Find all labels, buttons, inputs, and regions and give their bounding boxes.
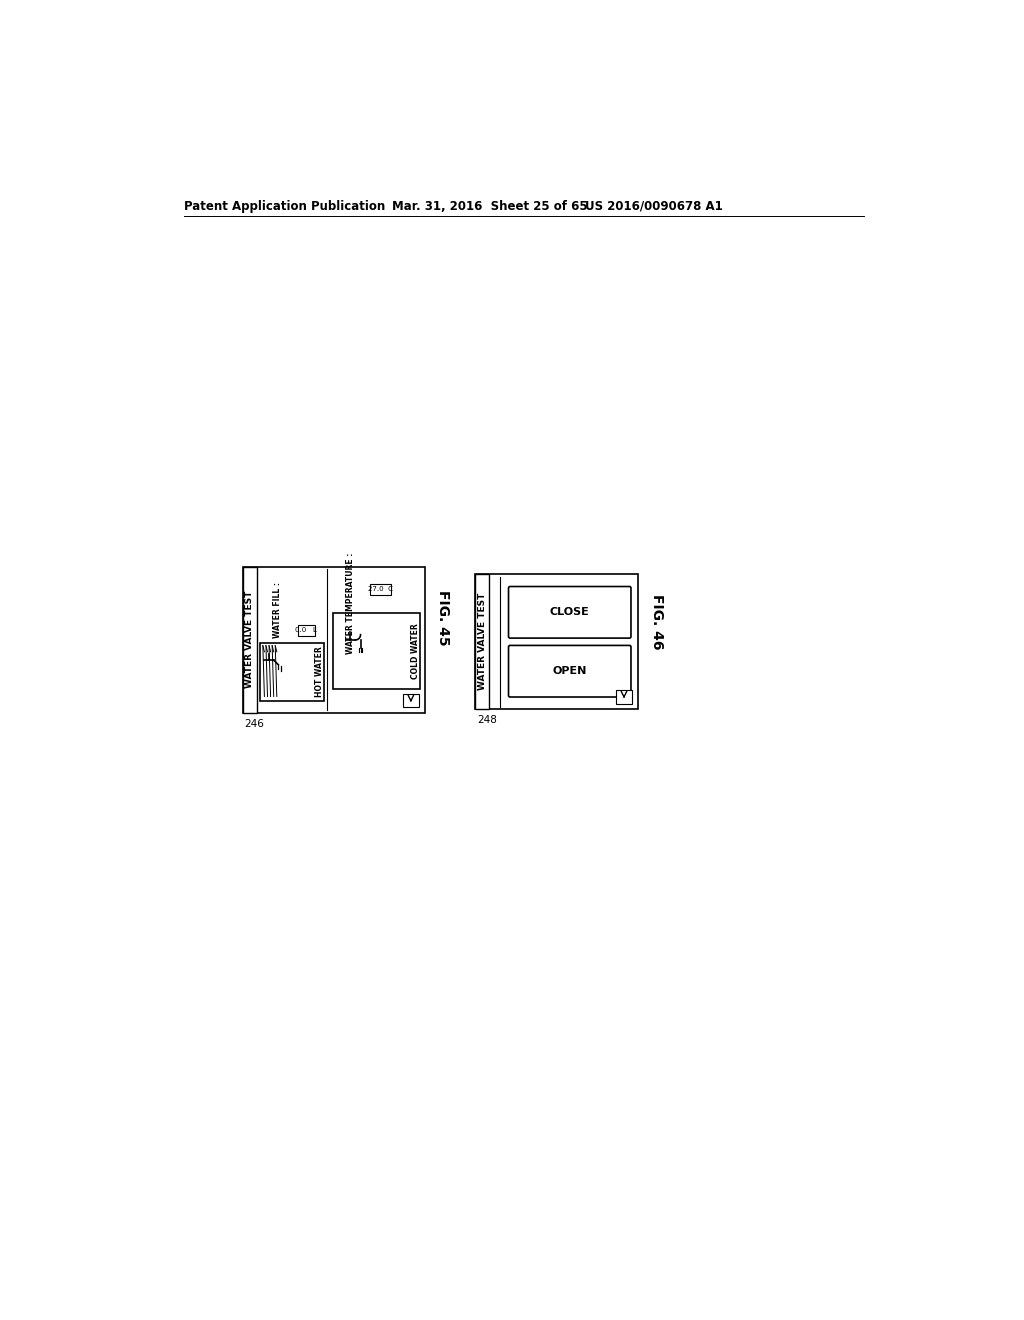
FancyBboxPatch shape — [509, 586, 631, 638]
Text: HOT WATER: HOT WATER — [315, 647, 324, 697]
Text: WATER VALVE TEST: WATER VALVE TEST — [245, 591, 254, 688]
Text: 248: 248 — [477, 715, 497, 725]
Bar — [333, 614, 420, 689]
Bar — [243, 566, 257, 713]
Text: 0.0   L: 0.0 L — [295, 627, 317, 634]
Text: US 2016/0090678 A1: US 2016/0090678 A1 — [586, 199, 723, 213]
Text: FIG. 46: FIG. 46 — [649, 594, 664, 649]
Text: 27.0  C: 27.0 C — [368, 586, 393, 593]
Bar — [370, 583, 391, 595]
Text: Patent Application Publication: Patent Application Publication — [183, 199, 385, 213]
Text: WATER FILL :: WATER FILL : — [273, 582, 283, 639]
Text: CLOSE: CLOSE — [550, 607, 590, 618]
Bar — [616, 689, 632, 704]
Text: WATER VALVE TEST: WATER VALVE TEST — [477, 593, 486, 690]
Text: OPEN: OPEN — [553, 667, 587, 676]
Bar — [243, 566, 425, 713]
Bar — [475, 574, 489, 709]
Text: COLD WATER: COLD WATER — [411, 623, 420, 680]
Text: 246: 246 — [245, 719, 264, 729]
Bar — [475, 574, 638, 709]
Bar — [298, 626, 314, 636]
Text: FIG. 45: FIG. 45 — [436, 590, 451, 645]
FancyBboxPatch shape — [509, 645, 631, 697]
Text: WATER TEMPERATURE :: WATER TEMPERATURE : — [346, 552, 355, 653]
Bar — [403, 693, 419, 708]
Bar — [260, 643, 325, 701]
Text: Mar. 31, 2016  Sheet 25 of 65: Mar. 31, 2016 Sheet 25 of 65 — [391, 199, 587, 213]
